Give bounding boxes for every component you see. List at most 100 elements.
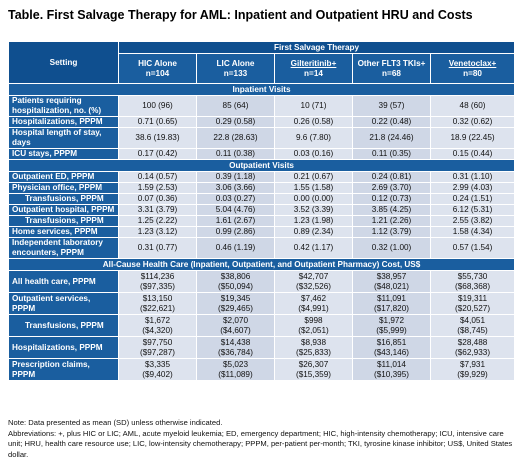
table-cell: 6.12 (5.31) — [429, 204, 516, 216]
column-header-other-flt3: Other FLT3 TKIs+ n=68 — [352, 53, 431, 84]
table-cell: 0.46 (1.19) — [196, 237, 275, 259]
table-cell: 0.57 (1.54) — [429, 237, 516, 259]
table-cell: $7,931 ($9,929) — [429, 358, 516, 381]
table-cell: 2.55 (3.82) — [429, 215, 516, 227]
table-cell: 0.12 (0.73) — [352, 193, 431, 205]
row-label: ICU stays, PPPM — [8, 148, 119, 160]
table-cell: 1.25 (2.22) — [118, 215, 197, 227]
section-header: All-Cause Health Care (Inpatient, Outpat… — [7, 258, 516, 271]
table-cell: $7,462 ($4,991) — [274, 292, 353, 315]
row-label: Home services, PPPM — [8, 226, 119, 238]
table-cell: $42,707 ($32,526) — [274, 270, 353, 293]
table-cell: $998 ($2,051) — [274, 314, 353, 337]
table-cell: $97,750 ($97,287) — [118, 336, 197, 359]
table-cell: 0.24 (0.81) — [352, 171, 431, 183]
table-cell: 38.6 (19.83) — [118, 127, 197, 149]
table-cell: $16,851 ($43,146) — [352, 336, 431, 359]
table-cell: 22.8 (28.63) — [196, 127, 275, 149]
table-cell: 85 (64) — [196, 95, 275, 117]
table-cell: 0.24 (1.51) — [429, 193, 516, 205]
table-cell: $1,672 ($4,320) — [118, 314, 197, 337]
table-cell: 39 (57) — [352, 95, 431, 117]
row-label: Patients requiring hospitalization, no. … — [8, 95, 119, 117]
table-cell: 48 (60) — [429, 95, 516, 117]
row-label: Hospital length of stay, days — [8, 127, 119, 149]
table-cell: 3.85 (4.25) — [352, 204, 431, 216]
table-cell: $11,014 ($10,395) — [352, 358, 431, 381]
row-label: Prescription claims, PPPM — [8, 358, 119, 381]
table-cell: 1.58 (4.34) — [429, 226, 516, 238]
table-cell: $26,307 ($15,359) — [274, 358, 353, 381]
table-cell: 1.21 (2.26) — [352, 215, 431, 227]
table-row: Outpatient hospital, PPPM 3.31 (3.79) 5.04… — [8, 204, 516, 216]
section-header: Outpatient Visits — [7, 159, 516, 172]
table-row: Transfusions, PPPM $1,672 ($4,320) $2,070 … — [8, 314, 516, 337]
column-header-lic: LIC Alone n=133 — [196, 53, 275, 84]
table-title: Table. First Salvage Therapy for AML: In… — [8, 8, 473, 22]
row-label: Outpatient services, PPPM — [8, 292, 119, 315]
table-cell: 2.99 (4.03) — [429, 182, 516, 194]
table-cell: 0.26 (0.58) — [274, 116, 353, 128]
table-row: ICU stays, PPPM 0.17 (0.42) 0.11 (0.38) 0.0… — [8, 148, 516, 160]
row-label: Hospitalizations, PPPM — [8, 336, 119, 359]
table-cell: $38,957 ($48,021) — [352, 270, 431, 293]
table-row: Transfusions, PPPM 0.07 (0.36) 0.03 (0.27)… — [8, 193, 516, 205]
table-cell: 0.89 (2.34) — [274, 226, 353, 238]
table-cell: 1.23 (3.12) — [118, 226, 197, 238]
table-cell: 0.03 (0.27) — [196, 193, 275, 205]
column-header-hic: HIC Alone n=104 — [118, 53, 197, 84]
table-row: All health care, PPPM $114,236 ($97,335) $… — [8, 270, 516, 293]
row-label: Transfusions, PPPM — [8, 215, 119, 227]
row-label: Transfusions, PPPM — [8, 314, 119, 337]
table-cell: 0.31 (0.77) — [118, 237, 197, 259]
table-cell: 1.12 (3.79) — [352, 226, 431, 238]
table-cell: 0.71 (0.65) — [118, 116, 197, 128]
table-cell: $14,438 ($36,784) — [196, 336, 275, 359]
row-label: Transfusions, PPPM — [8, 193, 119, 205]
table-cell: 0.39 (1.18) — [196, 171, 275, 183]
table-cell: 0.42 (1.17) — [274, 237, 353, 259]
abbreviations-note: Abbreviations: +, plus HIC or LIC; AML, … — [8, 428, 513, 459]
section-header: Inpatient Visits — [7, 83, 516, 96]
table-cell: 0.21 (0.67) — [274, 171, 353, 183]
table-row: Independent laboratory encounters, PPPM 0… — [8, 237, 516, 259]
table-cell: 0.32 (0.62) — [429, 116, 516, 128]
table-cell: 5.04 (4.76) — [196, 204, 275, 216]
column-header-gilteritinib: Gilteritinib+ n=14 — [274, 53, 353, 84]
table-row: Hospitalizations, PPPM 0.71 (0.65) 0.29 (0… — [8, 116, 516, 128]
table-cell: $38,806 ($50,094) — [196, 270, 275, 293]
table-row: Outpatient services, PPPM $13,150 ($22,62… — [8, 292, 516, 315]
table-notes: Note: Data presented as mean (SD) unless… — [8, 418, 514, 460]
table-cell: 3.52 (3.39) — [274, 204, 353, 216]
table-cell: 3.31 (3.79) — [118, 204, 197, 216]
table-cell: $2,070 ($4,607) — [196, 314, 275, 337]
table-cell: 0.11 (0.35) — [352, 148, 431, 160]
table-cell: 0.17 (0.42) — [118, 148, 197, 160]
table-cell: $114,236 ($97,335) — [118, 270, 197, 293]
note-line: Note: Data presented as mean (SD) unless… — [8, 418, 223, 427]
table-cell: $8,938 ($25,833) — [274, 336, 353, 359]
row-label: Hospitalizations, PPPM — [8, 116, 119, 128]
table-row: Prescription claims, PPPM $3,335 ($9,402)… — [8, 358, 516, 381]
table-cell: $4,051 ($8,745) — [429, 314, 516, 337]
table-cell: $3,335 ($9,402) — [118, 358, 197, 381]
table-cell: $55,730 ($68,368) — [429, 270, 516, 293]
table-cell: 21.8 (24.46) — [352, 127, 431, 149]
table-cell: 0.31 (1.10) — [429, 171, 516, 183]
table-cell: 0.22 (0.48) — [352, 116, 431, 128]
table-row: Physician office, PPPM 1.59 (2.53) 3.06 (3… — [8, 182, 516, 194]
row-label: Physician office, PPPM — [8, 182, 119, 194]
table-cell: $13,150 ($22,621) — [118, 292, 197, 315]
table-cell: 0.07 (0.36) — [118, 193, 197, 205]
table-cell: $28,488 ($62,933) — [429, 336, 516, 359]
table-cell: 1.61 (2.67) — [196, 215, 275, 227]
table-cell: 10 (71) — [274, 95, 353, 117]
table-cell: 18.9 (22.45) — [429, 127, 516, 149]
row-label: Outpatient hospital, PPPM — [8, 204, 119, 216]
table-cell: 1.59 (2.53) — [118, 182, 197, 194]
table-cell: $19,345 ($29,465) — [196, 292, 275, 315]
row-label: All health care, PPPM — [8, 270, 119, 293]
table-cell: 9.6 (7.80) — [274, 127, 353, 149]
table-cell: 0.00 (0.00) — [274, 193, 353, 205]
table-cell: 0.11 (0.38) — [196, 148, 275, 160]
